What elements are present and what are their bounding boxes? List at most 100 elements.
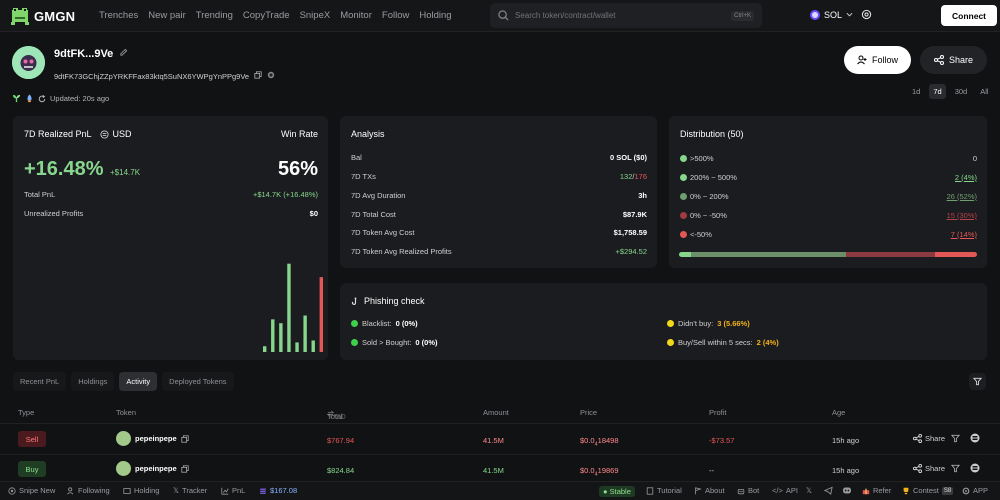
connect-button[interactable]: Connect xyxy=(941,5,997,26)
pnl-percent: +16.48% xyxy=(24,158,104,180)
swap-icon xyxy=(326,410,335,416)
analysis-value: $87.9K xyxy=(622,210,647,219)
currency-label[interactable]: USD xyxy=(112,129,132,139)
token-cell[interactable]: pepeinpepe xyxy=(116,461,189,476)
histogram-bar xyxy=(303,315,307,352)
footer-bot[interactable]: Bot xyxy=(737,486,759,495)
footer-pnl[interactable]: PnL xyxy=(221,486,245,495)
filter-button[interactable] xyxy=(969,373,986,390)
distribution-dot xyxy=(680,211,687,219)
wallet-icon xyxy=(123,487,131,494)
more-icon[interactable] xyxy=(970,433,980,443)
status-dot xyxy=(667,339,674,346)
token-avatar xyxy=(116,431,131,446)
logo[interactable]: GMGN xyxy=(10,6,75,26)
nav-item-new-pair[interactable]: New pair xyxy=(148,10,186,21)
refresh-icon[interactable] xyxy=(38,94,46,103)
filter-icon[interactable] xyxy=(951,464,960,473)
tab-activity[interactable]: Activity xyxy=(119,372,158,391)
unrealized-value: $0 xyxy=(309,209,318,218)
top-bar: GMGN Trenches New pair Trending CopyTrad… xyxy=(0,0,1000,32)
col-total-label: Total xyxy=(327,412,343,421)
currency-toggle-icon[interactable] xyxy=(99,129,109,139)
nav-item-copytrade[interactable]: CopyTrade xyxy=(242,10,290,21)
footer-tracker[interactable]: 𝕏 Tracker xyxy=(173,486,207,495)
age-cell: 15h ago xyxy=(832,436,860,445)
gear-icon xyxy=(962,487,970,494)
stable-badge: ● Stable xyxy=(599,486,635,497)
x-icon: 𝕏 xyxy=(173,486,180,495)
row-share-button[interactable]: Share xyxy=(913,464,945,473)
footer-about[interactable]: About xyxy=(694,486,725,495)
distribution-row: <-50% 7 (14%) xyxy=(680,229,977,239)
settings-icon[interactable] xyxy=(861,9,872,20)
search-input[interactable] xyxy=(515,11,732,20)
period-7d[interactable]: 7d xyxy=(929,84,946,99)
app-name: GMGN xyxy=(34,8,76,24)
copy-icon[interactable] xyxy=(254,71,262,79)
footer-holding-label: Holding xyxy=(134,486,160,495)
follow-label: Follow xyxy=(871,55,898,65)
footer-app[interactable]: APP xyxy=(962,486,988,495)
tab-recent-pnl[interactable]: Recent PnL xyxy=(13,372,67,391)
tab-holdings[interactable]: Holdings xyxy=(71,372,115,391)
gift-icon xyxy=(862,488,870,494)
period-30d[interactable]: 30d xyxy=(954,87,968,96)
period-all[interactable]: All xyxy=(980,87,989,96)
nav-item-follow[interactable]: Follow xyxy=(381,10,410,21)
nav-item-trending[interactable]: Trending xyxy=(195,10,233,21)
distribution-value[interactable]: 26 (52%) xyxy=(946,191,977,201)
distribution-value[interactable]: 7 (14%) xyxy=(950,229,977,239)
price-prefix: $0.0 xyxy=(580,466,595,475)
period-1d[interactable]: 1d xyxy=(912,87,921,96)
col-total[interactable]: Total USD xyxy=(326,408,346,421)
phishing-label: Buy/Sell within 5 secs: xyxy=(678,338,753,347)
phishing-title: Phishing check xyxy=(351,296,425,306)
filter-icon[interactable] xyxy=(951,434,960,443)
profit-cell: -$73.57 xyxy=(709,436,735,445)
telegram-link[interactable] xyxy=(824,486,833,495)
col-profit: Profit xyxy=(709,408,727,417)
share-button[interactable]: Share xyxy=(920,46,987,74)
avatar-icon xyxy=(12,46,45,79)
footer-balance[interactable]: $167.08 xyxy=(259,486,297,495)
chart-icon xyxy=(221,487,229,495)
row-share-button[interactable]: Share xyxy=(913,434,945,443)
type-badge: Sell xyxy=(18,431,46,447)
nav-item-holding[interactable]: Holding xyxy=(419,10,452,21)
nav-item-trenches[interactable]: Trenches xyxy=(99,10,139,21)
phishing-label: Blacklist: xyxy=(362,319,392,328)
footer-contest[interactable]: Contest S8 xyxy=(902,486,954,495)
tab-deployed-tokens[interactable]: Deployed Tokens xyxy=(162,372,234,391)
footer-contest-label: Contest xyxy=(913,486,939,495)
nav-item-monitor[interactable]: Monitor xyxy=(340,10,372,21)
explorer-icon[interactable] xyxy=(267,71,275,79)
footer-snipe-new[interactable]: Snipe New xyxy=(8,486,55,495)
footer-api[interactable]: </> API xyxy=(772,486,798,495)
users-icon xyxy=(67,486,74,494)
footer-following[interactable]: Following xyxy=(67,486,110,495)
copy-icon[interactable] xyxy=(181,434,189,443)
footer-refer[interactable]: Refer xyxy=(862,486,891,495)
distribution-row: >500% 0 xyxy=(680,153,977,163)
edit-icon[interactable] xyxy=(119,48,128,57)
analysis-card: Analysis Bal 0 SOL ($0) 7D TXs 132/176 7D … xyxy=(340,116,657,268)
token-name: pepeinpepe xyxy=(135,434,177,443)
distribution-value[interactable]: 15 (30%) xyxy=(946,210,977,220)
follow-button[interactable]: Follow xyxy=(844,46,911,74)
analysis-row: Bal 0 SOL ($0) xyxy=(351,153,647,163)
analysis-value: +$294.52 xyxy=(615,247,648,256)
discord-link[interactable] xyxy=(842,486,852,495)
col-age: Age xyxy=(832,408,846,417)
token-cell[interactable]: pepeinpepe xyxy=(116,431,189,446)
copy-icon[interactable] xyxy=(181,464,189,473)
footer-tutorial[interactable]: Tutorial xyxy=(646,486,682,495)
footer-about-label: About xyxy=(705,486,725,495)
footer-holding[interactable]: Holding xyxy=(123,486,159,495)
distribution-value[interactable]: 2 (4%) xyxy=(954,172,977,182)
table-row[interactable]: Sell pepeinpepe $767.94 41.5M $0.0418498… xyxy=(0,425,1000,455)
more-icon[interactable] xyxy=(970,463,980,473)
chain-selector[interactable]: SOL xyxy=(810,9,872,20)
x-link[interactable]: 𝕏 xyxy=(806,486,812,495)
nav-item-snipex[interactable]: SnipeX xyxy=(299,10,331,21)
